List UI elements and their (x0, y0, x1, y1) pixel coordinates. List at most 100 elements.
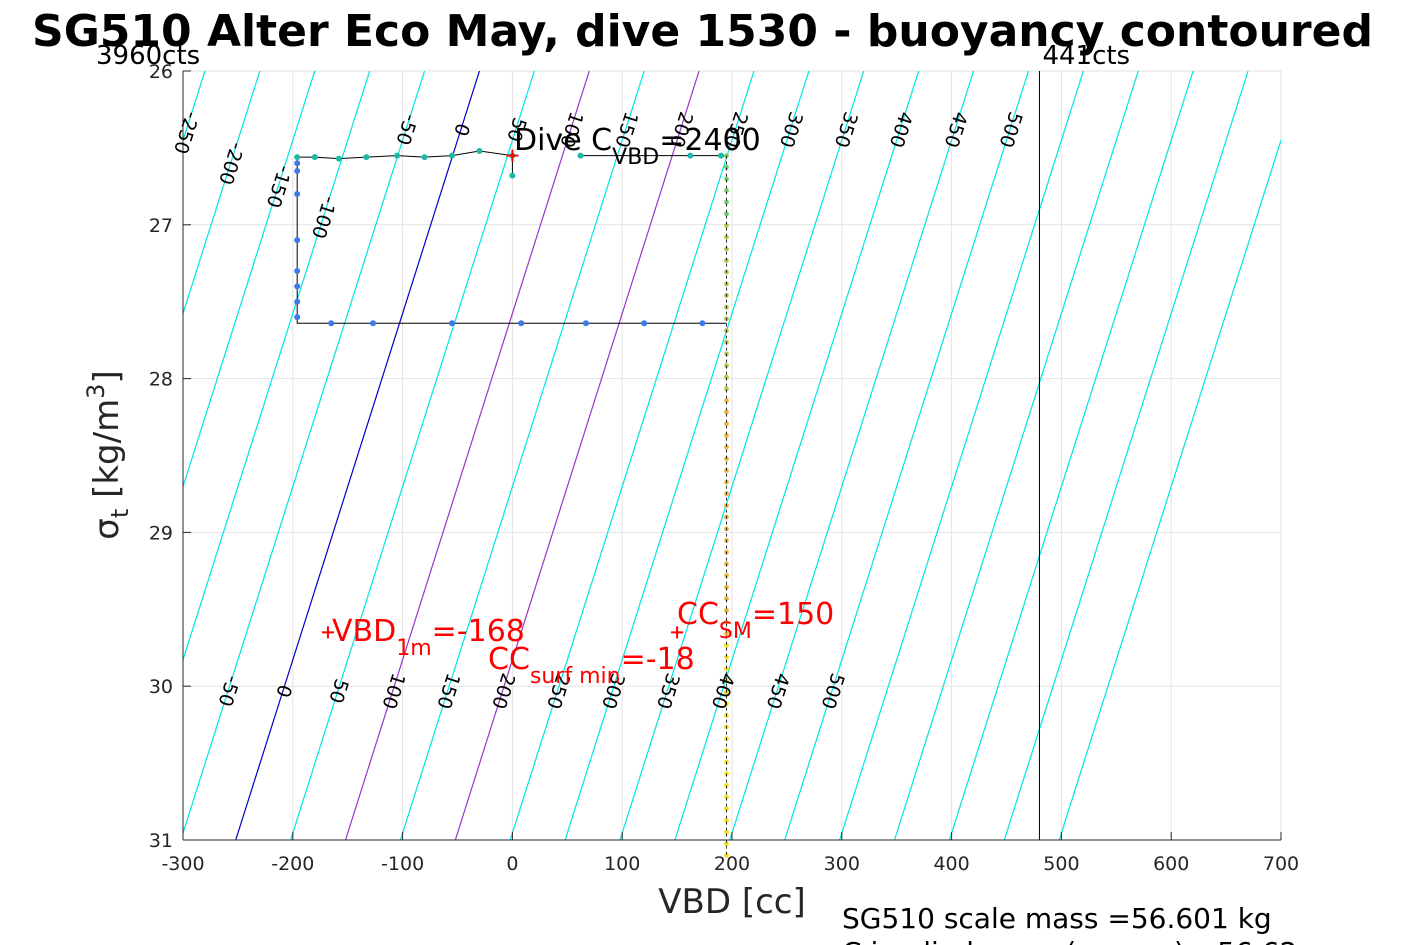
vertical-data-point (724, 654, 729, 660)
cc-sm-annotation-part: SM (719, 619, 752, 644)
chart-labels: -250-200 -150-100-50 0 50 100 150 200 250 300 350… (32, 6, 1373, 945)
contour-line (784, 71, 1030, 840)
vertical-data-point (724, 374, 729, 380)
dive-c-vbd-annotation-part: =2400 (659, 123, 760, 158)
contour-line (344, 71, 590, 840)
y-tick-label: 30 (149, 676, 173, 698)
data-point (294, 298, 301, 305)
contour-label: -50 (213, 673, 243, 709)
implied-mass-text: C implied mass (anoron) =56.62 (842, 936, 1297, 945)
contour-line (183, 71, 261, 316)
vertical-data-point (724, 433, 729, 438)
data-point (294, 191, 301, 198)
vertical-data-point (724, 573, 729, 578)
vertical-data-point (724, 608, 729, 613)
y-tick-label: 26 (149, 61, 173, 83)
x-tick-label: 0 (506, 853, 518, 875)
contour-line (183, 71, 371, 662)
contour-line (0, 71, 150, 840)
data-point (294, 160, 301, 167)
contour-line (674, 71, 920, 840)
data-point (449, 320, 456, 327)
y-axis-label-part: [kg/m (87, 399, 127, 509)
contour-label: 300 (775, 109, 807, 150)
data-point (421, 154, 428, 161)
data-point (294, 267, 301, 274)
vertical-data-point (724, 444, 729, 450)
vbd-1m-annotation: VBD1m=-168 (332, 614, 525, 661)
vertical-data-point (724, 829, 729, 835)
vertical-data-point (724, 199, 729, 205)
data-point (311, 154, 318, 161)
contour-label: 100 (377, 670, 409, 711)
vertical-data-point (724, 234, 729, 240)
data-point (687, 152, 694, 159)
contour-line (454, 71, 700, 840)
contour-line (893, 71, 1139, 840)
contour-line (1058, 138, 1281, 840)
contour-line (183, 71, 426, 836)
y-axis-label-part: ] (87, 370, 127, 383)
buoyancy-contours (0, 71, 1281, 840)
vbd-1m-annotation-part: VBD (332, 614, 396, 649)
y-tick-label: 29 (149, 522, 173, 544)
data-point (294, 154, 301, 161)
vertical-data-point (724, 643, 729, 648)
dive-c-vbd-annotation: Dive CVBD=2400 (514, 123, 761, 170)
data-point (582, 320, 589, 327)
data-point (328, 320, 335, 327)
cc-surf-min-annotation: CCsurf min=-18 (488, 642, 695, 689)
contour-line (183, 71, 316, 489)
vertical-data-point (724, 211, 729, 217)
x-tick-label: 400 (933, 853, 969, 875)
vertical-data-point (724, 398, 729, 403)
y-tick-label: 27 (149, 215, 173, 237)
data-point (294, 237, 301, 244)
contour-line (509, 71, 755, 840)
contour-label: 350 (830, 109, 862, 150)
vertical-data-point (724, 584, 729, 590)
contour-label: 0 (271, 682, 296, 700)
contour-label: 400 (707, 670, 739, 711)
contour-line (235, 71, 481, 840)
contour-line (619, 71, 865, 840)
cc-sm-annotation-part: CC (677, 597, 719, 632)
data-point (394, 152, 401, 159)
vbd-limit-label: 441cts (1042, 41, 1130, 71)
vertical-data-point (724, 631, 729, 637)
data-point (449, 152, 456, 159)
contour-line (290, 71, 535, 840)
contour-label: -150 (262, 163, 296, 211)
y-axis-label-part: σ (87, 518, 127, 540)
data-point (476, 147, 483, 154)
data-point (641, 320, 648, 327)
x-tick-label: -300 (161, 853, 204, 875)
y-tick-label: 31 (149, 830, 173, 852)
vertical-data-point (724, 246, 729, 252)
data-point (509, 172, 516, 179)
contour-line (1003, 71, 1249, 840)
x-tick-label: 500 (1043, 853, 1079, 875)
dive-c-vbd-annotation-part: Dive C (514, 123, 612, 158)
x-tick-label: 200 (714, 853, 750, 875)
x-tick-label: 300 (824, 853, 860, 875)
dive-trajectory (294, 147, 729, 858)
data-point (294, 167, 301, 174)
vertical-data-point (724, 409, 729, 415)
contour-label: -100 (307, 193, 341, 241)
vbd-1m-annotation-part: =-168 (432, 614, 525, 649)
contour-label: 500 (994, 109, 1026, 150)
contour-line (729, 71, 975, 840)
vertical-data-point (724, 421, 729, 427)
vertical-data-point (724, 794, 729, 800)
vertical-data-point (724, 596, 729, 602)
vertical-data-point (724, 363, 729, 368)
contour-line (948, 71, 1194, 840)
contour-label: 400 (885, 109, 917, 150)
vertical-data-point (724, 806, 729, 812)
vertical-data-point (724, 817, 729, 823)
data-point (577, 152, 584, 159)
contour-label: -200 (214, 140, 248, 188)
x-tick-label: -100 (381, 853, 424, 875)
